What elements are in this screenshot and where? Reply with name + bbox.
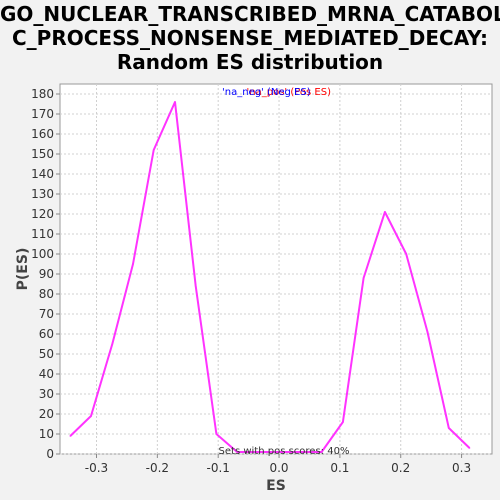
- y-tick-label: 90: [39, 267, 54, 281]
- x-tick-label: 0.2: [391, 461, 410, 475]
- chart-title-line-2: C_PROCESS_NONSENSE_MEDIATED_DECAY:: [11, 26, 489, 50]
- y-tick-label: 10: [39, 427, 54, 441]
- series-point: [448, 427, 450, 429]
- plot-area: [59, 83, 493, 455]
- y-axis-ticks: 0 10 20 30 40 50 60 70 80 90 100 110 120 130 140 150 160…: [31, 87, 60, 461]
- x-axis-label: ES: [266, 478, 286, 494]
- y-tick-label: 110: [31, 227, 54, 241]
- series-point: [426, 331, 429, 333]
- series-point: [174, 101, 176, 103]
- x-axis-ticks: -0.3 -0.2 -0.1 0.0 0.1 0.2 0.3: [85, 454, 471, 475]
- y-tick-label: 80: [39, 287, 54, 301]
- y-tick-label: 170: [31, 107, 54, 121]
- y-tick-label: 50: [39, 347, 54, 361]
- y-tick-label: 120: [31, 207, 54, 221]
- series-point: [468, 447, 471, 449]
- grid-lines: [60, 84, 492, 455]
- x-tick-label: 0.1: [330, 461, 349, 475]
- y-tick-label: 100: [31, 247, 54, 261]
- series-point: [342, 421, 344, 423]
- x-tick-label: 0.3: [452, 461, 471, 475]
- series-point: [152, 149, 155, 151]
- chart-title-line-1: GO_NUCLEAR_TRANSCRIBED_MRNA_CATABOLI: [0, 2, 500, 26]
- y-axis-label: P(ES): [15, 248, 31, 291]
- x-tick-label: -0.3: [85, 461, 108, 475]
- y-tick-label: 70: [39, 307, 54, 321]
- y-tick-label: 40: [39, 367, 54, 381]
- series-group: [69, 101, 471, 453]
- pos-scores-annotation: Sets with pos scores: 40%: [219, 446, 350, 457]
- y-tick-label: 140: [31, 167, 54, 181]
- series-point: [132, 263, 134, 265]
- series-point: [215, 433, 218, 435]
- series-point: [405, 253, 408, 255]
- y-tick-label: 30: [39, 387, 54, 401]
- y-tick-label: 60: [39, 327, 54, 341]
- series-point: [69, 435, 72, 437]
- x-tick-label: -0.2: [146, 461, 169, 475]
- legend-neg-entry: 'na_neg' (Neg ES): [222, 87, 311, 98]
- x-tick-label: 0.0: [269, 461, 288, 475]
- series-point: [194, 285, 197, 287]
- series-point: [111, 343, 114, 345]
- legend-pos-entry: 'na_pos' (Pos ES): [247, 87, 332, 98]
- x-tick-label: -0.1: [206, 461, 229, 475]
- y-tick-label: 160: [31, 127, 54, 141]
- y-tick-label: 20: [39, 407, 54, 421]
- series-point: [384, 211, 386, 213]
- chart-title-line-3: Random ES distribution: [116, 50, 384, 74]
- series-point: [90, 415, 92, 417]
- y-tick-label: 180: [31, 87, 54, 101]
- y-tick-label: 0: [46, 447, 54, 461]
- chart-title: GO_NUCLEAR_TRANSCRIBED_MRNA_CATABOLI C_P…: [0, 2, 500, 74]
- y-tick-label: 130: [31, 187, 54, 201]
- y-tick-label: 150: [31, 147, 54, 161]
- series-point: [320, 451, 323, 453]
- series-point: [362, 277, 365, 279]
- series-point: [236, 451, 238, 453]
- legend: 'na_pos' (Pos ES) 'na_neg' (Neg ES): [222, 87, 331, 98]
